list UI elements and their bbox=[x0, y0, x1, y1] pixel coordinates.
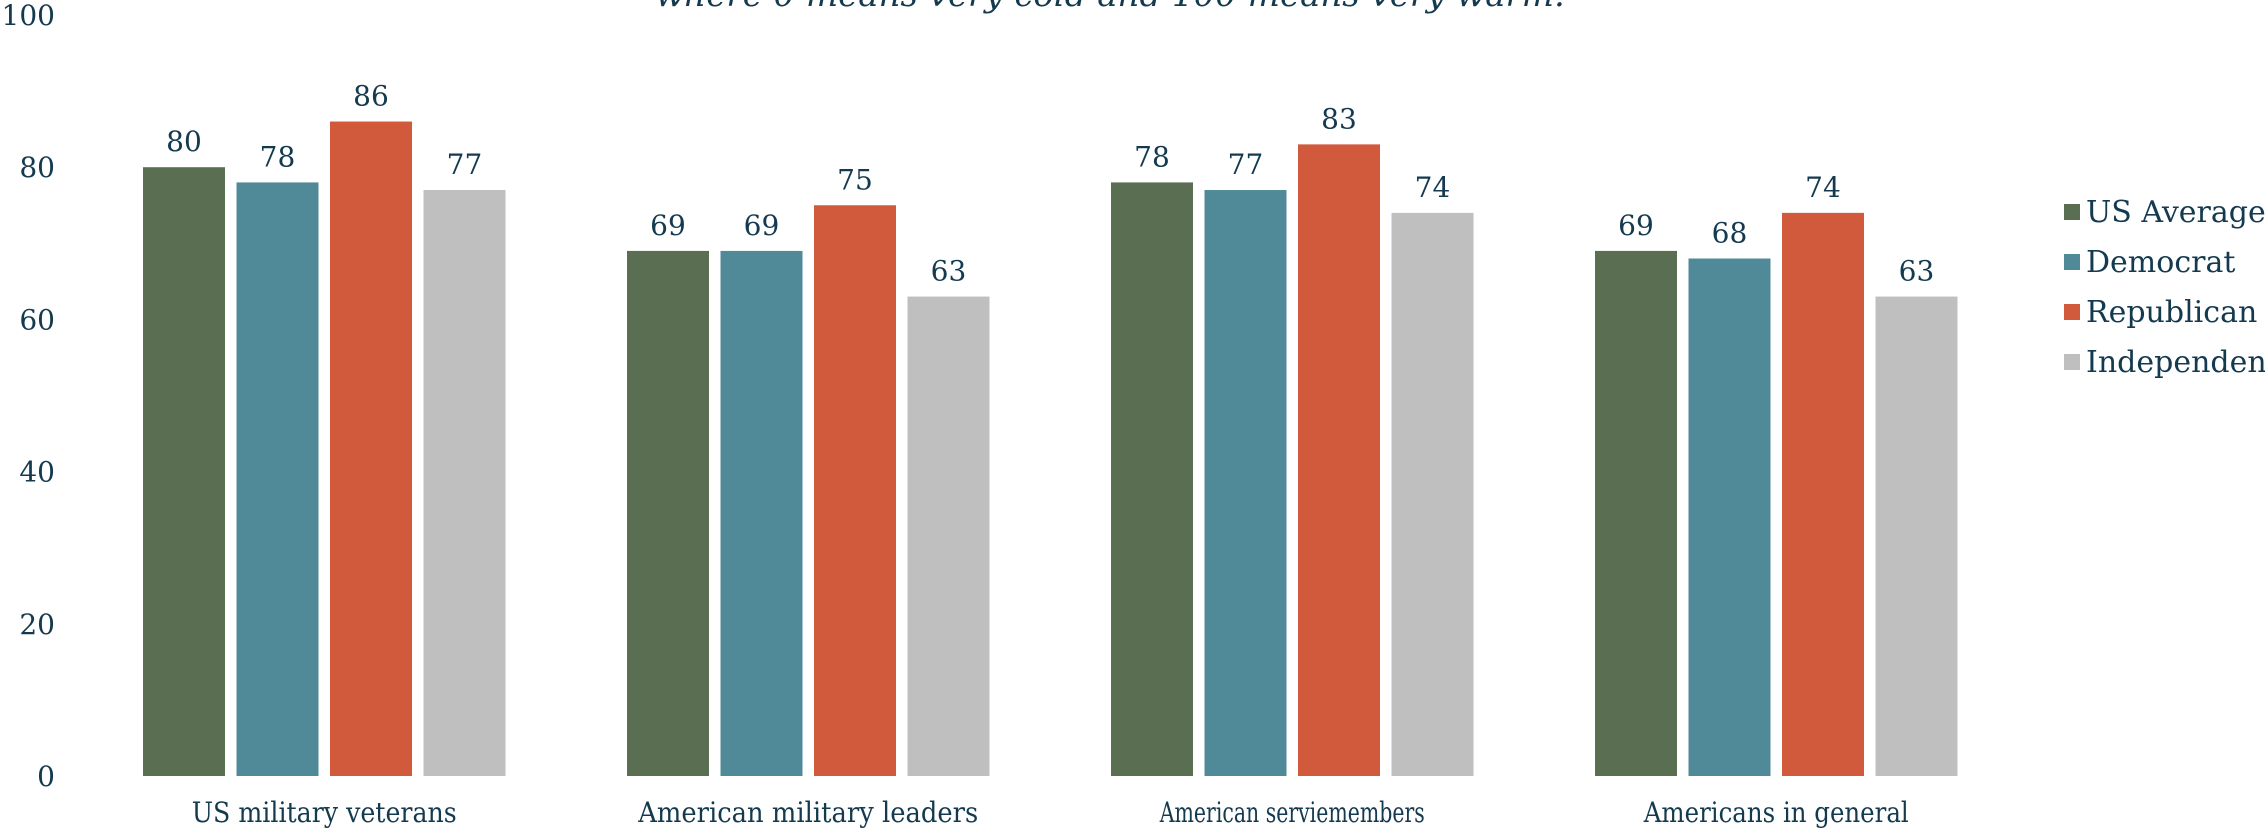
bar bbox=[1204, 190, 1287, 776]
bar-group bbox=[1595, 212, 1958, 777]
legend-item: US Average bbox=[2064, 195, 2265, 230]
bar-group bbox=[143, 121, 506, 777]
bar-group bbox=[1111, 144, 1474, 777]
legend-item: Independent bbox=[2064, 345, 2265, 380]
data-label: 69 bbox=[744, 209, 780, 242]
legend-swatch bbox=[2064, 354, 2080, 370]
bar bbox=[423, 190, 506, 776]
data-label: 78 bbox=[260, 140, 296, 173]
category-label: American military leaders bbox=[637, 796, 978, 828]
legend-label: Independent bbox=[2086, 345, 2265, 380]
legend-label: Republican bbox=[2086, 295, 2257, 330]
data-label: 69 bbox=[650, 209, 686, 242]
legend-swatch bbox=[2064, 204, 2080, 220]
bar bbox=[236, 182, 319, 777]
chart-subtitle: where 0 means very cold and 100 means ve… bbox=[655, 0, 1565, 15]
legend-label: US Average bbox=[2086, 195, 2265, 230]
data-label: 63 bbox=[1899, 255, 1935, 288]
data-label: 68 bbox=[1712, 217, 1748, 250]
bar bbox=[1875, 296, 1958, 776]
y-axis: 0 20 40 60 80 100 bbox=[2, 0, 55, 793]
bar bbox=[907, 296, 990, 776]
bar-group bbox=[627, 205, 990, 776]
bar bbox=[1391, 212, 1474, 777]
category-label: US military veterans bbox=[192, 796, 457, 828]
bar bbox=[627, 250, 709, 776]
bar bbox=[1298, 144, 1380, 776]
data-label: 75 bbox=[837, 163, 873, 196]
y-tick-label: 0 bbox=[37, 760, 55, 793]
y-tick-label: 40 bbox=[19, 456, 55, 489]
bar bbox=[1595, 250, 1677, 776]
data-label: 74 bbox=[1805, 171, 1841, 204]
legend-label: Democrat bbox=[2086, 245, 2235, 280]
y-tick-label: 60 bbox=[19, 303, 55, 336]
data-label: 74 bbox=[1415, 171, 1451, 204]
y-tick-label: 100 bbox=[2, 0, 55, 32]
bar bbox=[1111, 182, 1193, 777]
y-tick-label: 20 bbox=[19, 608, 55, 641]
bar bbox=[720, 250, 803, 776]
category-label: Americans in general bbox=[1643, 796, 1909, 828]
bar-groups bbox=[143, 121, 1958, 777]
data-label: 83 bbox=[1321, 102, 1357, 135]
bar bbox=[1782, 212, 1864, 777]
bar bbox=[1688, 258, 1771, 776]
bar bbox=[330, 121, 412, 777]
data-label: 86 bbox=[353, 80, 389, 113]
data-label: 78 bbox=[1134, 140, 1170, 173]
data-label: 69 bbox=[1618, 209, 1654, 242]
bar bbox=[143, 167, 225, 776]
data-label: 77 bbox=[1228, 148, 1264, 181]
legend-item: Republican bbox=[2064, 295, 2257, 330]
data-label: 77 bbox=[447, 148, 483, 181]
legend-swatch bbox=[2064, 304, 2080, 320]
legend-swatch bbox=[2064, 254, 2080, 270]
data-label: 80 bbox=[166, 125, 202, 158]
bar bbox=[814, 205, 896, 776]
legend-item: Democrat bbox=[2064, 245, 2235, 280]
y-tick-label: 80 bbox=[19, 151, 55, 184]
legend: US Average Democrat Republican Independent bbox=[2064, 195, 2265, 380]
x-axis: US military veterans American military le… bbox=[192, 796, 1909, 828]
data-label: 63 bbox=[931, 255, 967, 288]
category-label: American serviemembers bbox=[1159, 796, 1425, 828]
data-labels: 80 78 86 77 69 69 75 63 78 77 83 74 69 68 74 63 bbox=[166, 80, 1934, 288]
